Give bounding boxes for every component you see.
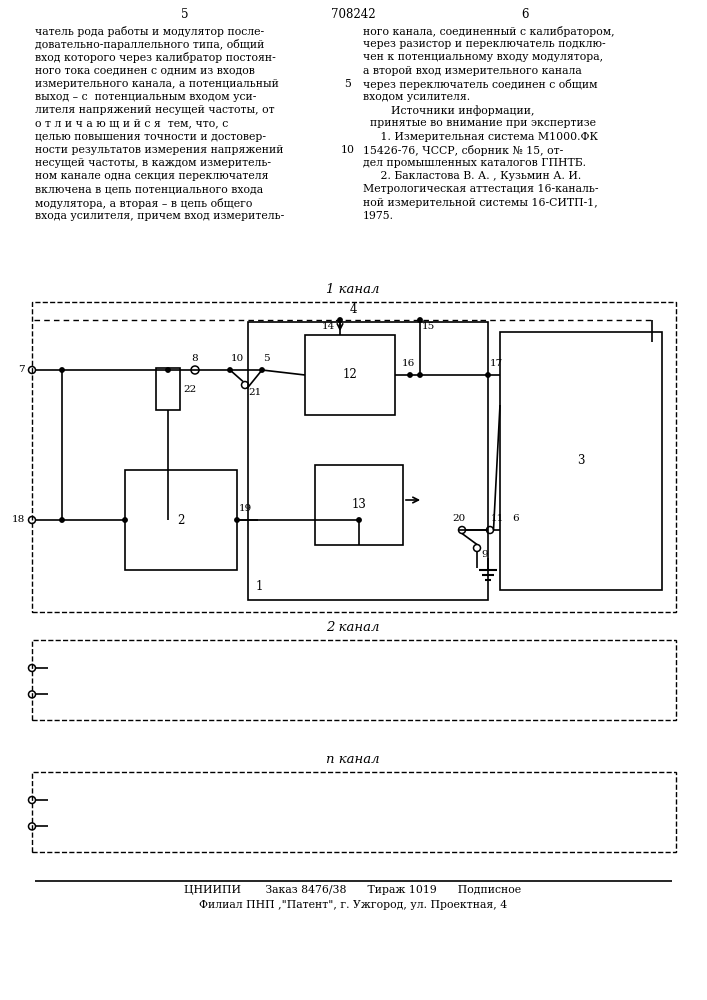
Circle shape	[486, 373, 490, 377]
Text: 1: 1	[256, 580, 264, 593]
Text: ном канале одна секция переключателя: ном канале одна секция переключателя	[35, 171, 269, 181]
Text: 1. Измерительная система М1000.ФК: 1. Измерительная система М1000.ФК	[363, 132, 598, 142]
Text: 9: 9	[481, 550, 488, 559]
Text: 5: 5	[344, 79, 351, 89]
Text: целью повышения точности и достовер-: целью повышения точности и достовер-	[35, 132, 266, 142]
Text: n канал: n канал	[326, 753, 380, 766]
Text: ного тока соединен с одним из входов: ного тока соединен с одним из входов	[35, 66, 255, 76]
Text: лителя напряжений несущей частоты, от: лителя напряжений несущей частоты, от	[35, 105, 274, 115]
Text: чатель рода работы и модулятор после-: чатель рода работы и модулятор после-	[35, 26, 264, 37]
Text: модулятора, а вторая – в цепь общего: модулятора, а вторая – в цепь общего	[35, 198, 252, 209]
Bar	[500, 332, 662, 590]
Circle shape	[228, 368, 232, 372]
Text: входом усилителя.: входом усилителя.	[363, 92, 470, 102]
Text: 22: 22	[183, 384, 197, 393]
Circle shape	[60, 518, 64, 522]
Text: 21: 21	[248, 388, 262, 397]
Text: 1 канал: 1 канал	[326, 283, 380, 296]
Text: принятые во внимание при экспертизе: принятые во внимание при экспертизе	[363, 118, 596, 128]
Circle shape	[408, 373, 412, 377]
Text: 14: 14	[322, 322, 335, 331]
Text: 18: 18	[12, 514, 25, 524]
Text: 4: 4	[349, 303, 357, 316]
Text: 2. Бакластова В. А. , Кузьмин А. И.: 2. Бакластова В. А. , Кузьмин А. И.	[363, 171, 581, 181]
Bar	[125, 470, 237, 570]
Text: 6: 6	[521, 8, 529, 21]
Text: ЦНИИПИ       Заказ 8476/38      Тираж 1019      Подписное: ЦНИИПИ Заказ 8476/38 Тираж 1019 Подписно…	[185, 885, 522, 895]
Bar	[315, 465, 403, 545]
Text: включена в цепь потенциального входа: включена в цепь потенциального входа	[35, 184, 263, 194]
Circle shape	[418, 318, 422, 322]
Text: 5: 5	[181, 8, 189, 21]
Bar	[305, 335, 395, 415]
Circle shape	[357, 518, 361, 522]
Text: 8: 8	[192, 354, 198, 363]
Bar	[156, 368, 180, 410]
Text: 6: 6	[512, 514, 519, 523]
Text: 15: 15	[422, 322, 436, 331]
Circle shape	[166, 368, 170, 372]
Text: 17: 17	[490, 359, 503, 368]
Text: 10: 10	[341, 145, 355, 155]
Text: 7: 7	[18, 364, 25, 373]
Circle shape	[60, 368, 64, 372]
Circle shape	[235, 518, 239, 522]
Text: 19: 19	[239, 504, 252, 513]
Text: 15426-76, ЧССР, сборник № 15, от-: 15426-76, ЧССР, сборник № 15, от-	[363, 145, 563, 156]
Text: измерительного канала, а потенциальный: измерительного канала, а потенциальный	[35, 79, 279, 89]
Text: 2: 2	[177, 514, 185, 526]
Text: Филиал ПНП ,"Патент", г. Ужгород, ул. Проектная, 4: Филиал ПНП ,"Патент", г. Ужгород, ул. Пр…	[199, 900, 507, 910]
Text: 5: 5	[263, 354, 269, 363]
Circle shape	[259, 368, 264, 372]
Text: 1975.: 1975.	[363, 211, 394, 221]
Text: ности результатов измерения напряжений: ности результатов измерения напряжений	[35, 145, 284, 155]
Text: 708242: 708242	[331, 8, 375, 21]
Text: несущей частоты, в каждом измеритель-: несущей частоты, в каждом измеритель-	[35, 158, 271, 168]
Text: выход – с  потенциальным входом уси-: выход – с потенциальным входом уси-	[35, 92, 257, 102]
Text: 13: 13	[351, 498, 366, 512]
Text: через разистор и переключатель подклю-: через разистор и переключатель подклю-	[363, 39, 606, 49]
Text: ной измерительной системы 16-СИТП-1,: ной измерительной системы 16-СИТП-1,	[363, 198, 597, 208]
Text: входа усилителя, причем вход измеритель-: входа усилителя, причем вход измеритель-	[35, 211, 284, 221]
Text: 11: 11	[491, 514, 504, 523]
Text: 20: 20	[452, 514, 466, 523]
Text: через переключатель соединен с общим: через переключатель соединен с общим	[363, 79, 597, 90]
Text: 3: 3	[577, 454, 585, 468]
Text: о т л и ч а ю щ и й с я  тем, что, с: о т л и ч а ю щ и й с я тем, что, с	[35, 118, 228, 128]
Text: 2 канал: 2 канал	[326, 621, 380, 634]
Bar	[32, 640, 676, 720]
Text: довательно-параллельного типа, общий: довательно-параллельного типа, общий	[35, 39, 264, 50]
Bar	[248, 322, 488, 600]
Text: 16: 16	[402, 359, 414, 368]
Bar	[32, 302, 676, 612]
Text: вход которого через калибратор постоян-: вход которого через калибратор постоян-	[35, 52, 276, 63]
Circle shape	[338, 318, 342, 322]
Circle shape	[418, 373, 422, 377]
Text: 10: 10	[231, 354, 244, 363]
Bar	[32, 772, 676, 852]
Text: 12: 12	[343, 368, 357, 381]
Text: Метрологическая аттестация 16-каналь-: Метрологическая аттестация 16-каналь-	[363, 184, 599, 194]
Text: а второй вход измерительного канала: а второй вход измерительного канала	[363, 66, 582, 76]
Text: дел промышленных каталогов ГПНТБ.: дел промышленных каталогов ГПНТБ.	[363, 158, 586, 168]
Circle shape	[123, 518, 127, 522]
Text: ного канала, соединенный с калибратором,: ного канала, соединенный с калибратором,	[363, 26, 614, 37]
Text: чен к потенциальному входу модулятора,: чен к потенциальному входу модулятора,	[363, 52, 603, 62]
Text: Источники информации,: Источники информации,	[363, 105, 534, 116]
